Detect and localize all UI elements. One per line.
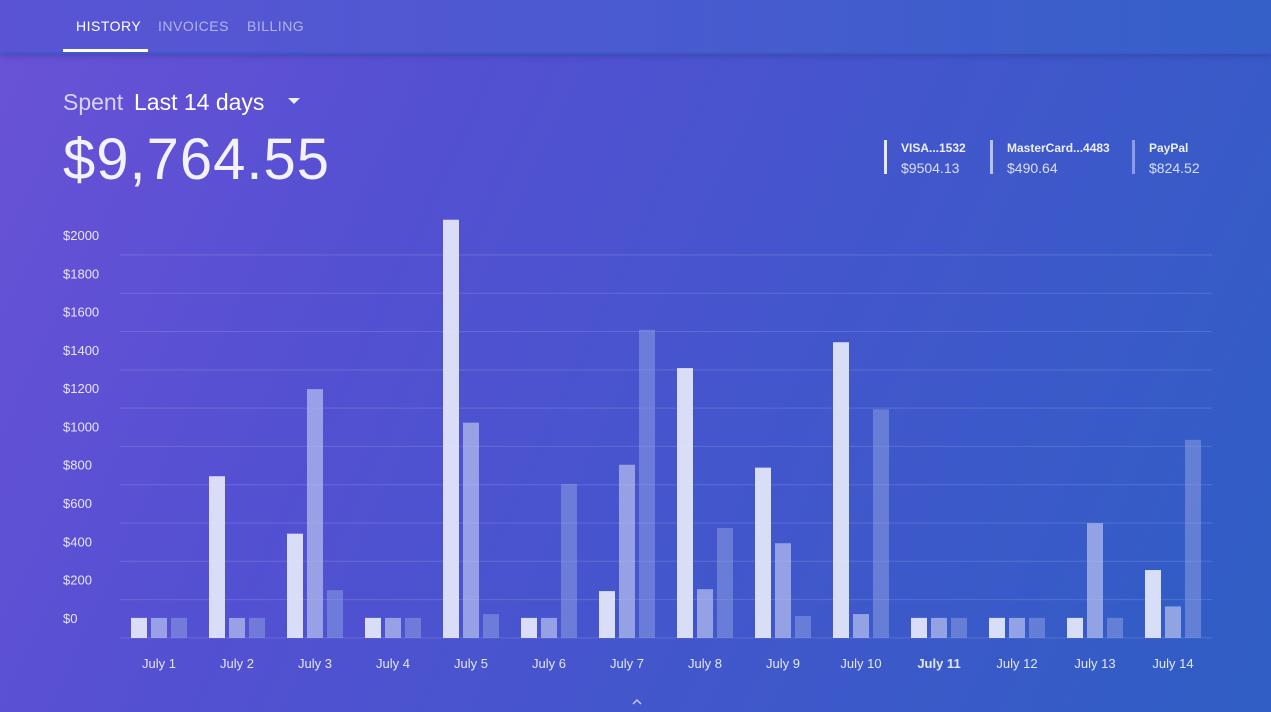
x-tick-label: July 11 [917, 656, 960, 671]
y-tick-label: $1200 [63, 381, 99, 396]
x-tick-label: July 1 [142, 656, 176, 671]
legend-name: MasterCard...4483 [1007, 141, 1110, 155]
x-tick-label: July 14 [1152, 656, 1193, 671]
legend-value: $490.64 [1007, 160, 1058, 176]
x-tick-label: July 9 [766, 656, 800, 671]
bar[interactable] [1145, 570, 1161, 638]
bar[interactable] [541, 617, 557, 638]
bar[interactable] [833, 342, 849, 638]
bar[interactable] [521, 617, 537, 638]
x-tick-label: July 10 [840, 656, 881, 671]
bar[interactable] [131, 617, 147, 638]
bar[interactable] [209, 476, 225, 638]
x-tick-label: July 12 [996, 656, 1037, 671]
bar[interactable] [619, 464, 635, 638]
bar[interactable] [287, 533, 303, 638]
bar[interactable] [639, 329, 655, 638]
y-tick-label: $800 [63, 458, 92, 473]
bar[interactable] [1009, 617, 1025, 638]
bar[interactable] [151, 617, 167, 638]
bar[interactable] [931, 617, 947, 638]
x-tick-label: July 4 [376, 656, 410, 671]
bar[interactable] [1165, 606, 1181, 638]
bar[interactable] [443, 219, 459, 638]
legend-name: VISA...1532 [901, 141, 966, 155]
bar[interactable] [989, 617, 1005, 638]
y-tick-label: $1000 [63, 419, 99, 434]
bar[interactable] [951, 617, 967, 638]
bar[interactable] [171, 617, 187, 638]
bar[interactable] [405, 617, 421, 638]
y-tick-label: $2000 [63, 228, 99, 243]
x-tick-label: July 8 [688, 656, 722, 671]
legend-name: PayPal [1149, 141, 1189, 155]
bar[interactable] [365, 617, 381, 638]
bar[interactable] [249, 617, 265, 638]
x-tick-label: July 5 [454, 656, 488, 671]
y-tick-label: $0 [63, 611, 77, 626]
bar[interactable] [853, 614, 869, 638]
y-tick-label: $600 [63, 496, 92, 511]
bar[interactable] [697, 589, 713, 638]
top-nav-bar: HISTORY INVOICES BILLING [0, 0, 1271, 54]
caret-down-icon[interactable] [288, 98, 300, 104]
y-tick-label: $200 [63, 573, 92, 588]
x-tick-label: July 13 [1074, 656, 1115, 671]
bar[interactable] [1185, 439, 1201, 638]
bar[interactable] [717, 527, 733, 638]
legend-swatch [884, 140, 887, 174]
bar[interactable] [307, 389, 323, 638]
legend-value: $9504.13 [901, 160, 960, 176]
total-spent-amount: $9,764.55 [63, 127, 331, 192]
bar[interactable] [911, 617, 927, 638]
x-tick-label: July 2 [220, 656, 254, 671]
bar[interactable] [599, 591, 615, 638]
active-tab-indicator [63, 49, 148, 52]
bar[interactable] [1107, 617, 1123, 638]
bar[interactable] [1067, 617, 1083, 638]
legend-swatch [990, 140, 993, 174]
bar[interactable] [1087, 523, 1103, 638]
bar[interactable] [1029, 617, 1045, 638]
chevron-up-icon[interactable] [632, 698, 642, 706]
bar[interactable] [327, 590, 343, 638]
tab-invoices[interactable]: INVOICES [158, 18, 229, 34]
bar[interactable] [483, 614, 499, 638]
tab-history[interactable]: HISTORY [76, 18, 142, 34]
y-tick-label: $400 [63, 534, 92, 549]
bar[interactable] [561, 483, 577, 638]
legend-swatch [1132, 140, 1135, 174]
x-tick-label: July 6 [532, 656, 566, 671]
legend-value: $824.52 [1149, 160, 1200, 176]
bar[interactable] [775, 543, 791, 638]
spent-label: Spent [63, 89, 124, 115]
period-dropdown[interactable]: Last 14 days [134, 89, 265, 115]
bar[interactable] [795, 615, 811, 638]
bar[interactable] [873, 409, 889, 638]
bar[interactable] [229, 617, 245, 638]
bar[interactable] [385, 617, 401, 638]
x-tick-label: July 3 [298, 656, 332, 671]
bar[interactable] [677, 368, 693, 638]
y-tick-label: $1600 [63, 305, 99, 320]
bar[interactable] [755, 467, 771, 638]
x-tick-label: July 7 [610, 656, 644, 671]
y-tick-label: $1400 [63, 343, 99, 358]
tab-billing[interactable]: BILLING [247, 18, 305, 34]
bar[interactable] [463, 422, 479, 638]
y-tick-label: $1800 [63, 266, 99, 281]
